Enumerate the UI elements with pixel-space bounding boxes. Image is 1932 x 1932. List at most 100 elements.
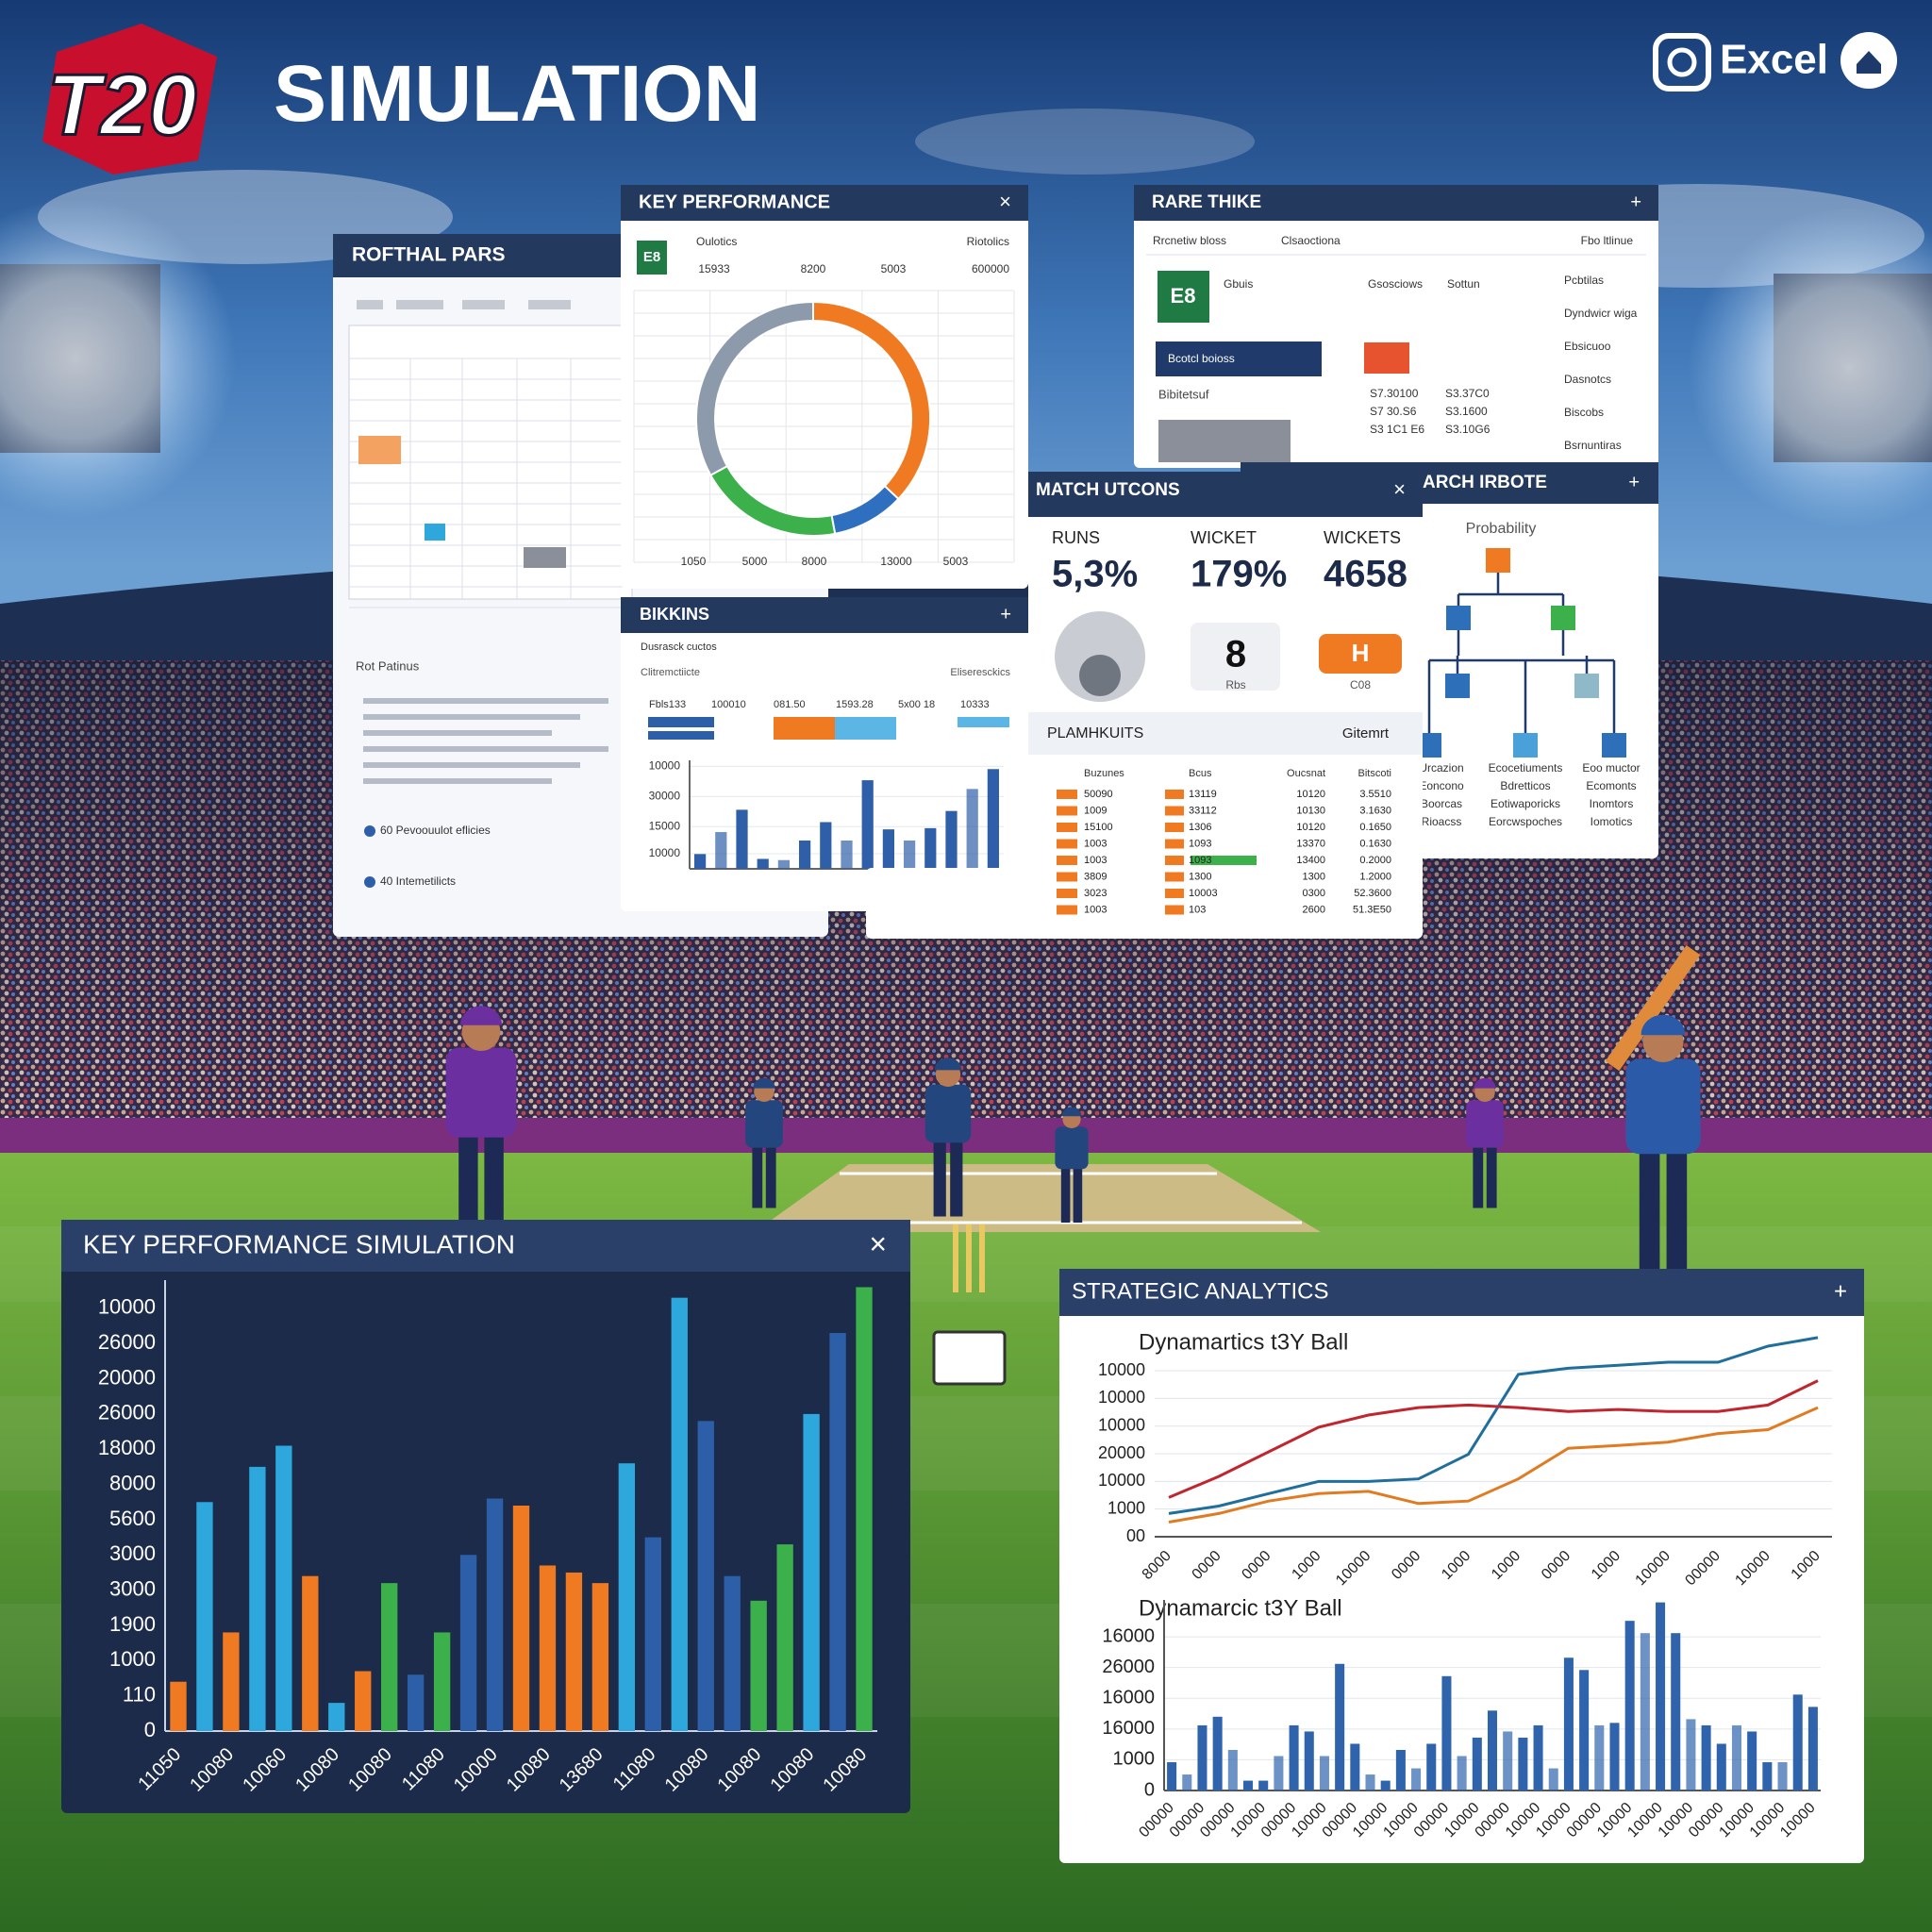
cell: 1003 (1084, 855, 1107, 866)
stat-value: 4658 (1324, 554, 1407, 595)
y-tick-label: 10000 (649, 759, 681, 773)
add-button[interactable]: + (1000, 604, 1011, 625)
bar (724, 1575, 741, 1731)
cell: 33112 (1189, 805, 1217, 816)
text-line (363, 714, 580, 720)
player-leg (1060, 1166, 1071, 1223)
bar (841, 840, 853, 869)
cell: S3.1600 (1445, 405, 1488, 418)
bar (1656, 1602, 1666, 1790)
button-label[interactable]: Bcotcl boioss (1168, 352, 1235, 365)
label: Clitremctiicte (641, 667, 700, 678)
panel-strategic-analytics: STRATEGIC ANALYTICS + Dynamartics t3Y Ba… (1059, 1269, 1864, 1863)
cell: 0300 (1303, 888, 1325, 899)
bar (1243, 1780, 1254, 1790)
column-header: Oucsnat (1287, 768, 1325, 779)
bar (1747, 1731, 1757, 1790)
add-button[interactable]: + (1628, 472, 1640, 492)
cell: 1.2000 (1359, 871, 1391, 882)
logo: T20 (47, 57, 197, 153)
stat-label: WICKET (1191, 528, 1257, 547)
tab (528, 300, 571, 309)
y-tick-label: 26000 (98, 1330, 156, 1354)
panel-title: RARE THIKE (1152, 192, 1261, 212)
y-tick-label: 3000 (109, 1576, 156, 1600)
bar (1640, 1633, 1650, 1790)
decor (1427, 573, 1616, 733)
list-item: Ebsicuoo (1564, 340, 1611, 353)
bar (1258, 1780, 1269, 1790)
decor (1364, 342, 1409, 374)
cell-highlight (358, 436, 401, 464)
column-header: 081.50 (774, 699, 806, 710)
cell: 13400 (1296, 855, 1325, 866)
close-button[interactable]: × (999, 190, 1011, 213)
text-line (363, 730, 552, 736)
column-header: Oulotics (696, 235, 737, 248)
y-tick-label: 18000 (98, 1436, 156, 1459)
tab (396, 300, 443, 309)
column-header: Bcus (1189, 768, 1212, 779)
close-button[interactable]: × (1393, 477, 1406, 501)
bar (1518, 1737, 1528, 1790)
row-marker (1165, 856, 1184, 865)
row-marker (1165, 823, 1184, 832)
cell: 52.3600 (1354, 888, 1391, 899)
row-marker (1057, 839, 1077, 849)
y-tick-label: 00 (1126, 1526, 1145, 1545)
bar (882, 829, 895, 869)
close-button[interactable]: × (869, 1226, 887, 1260)
bar (798, 840, 811, 869)
bar (302, 1575, 319, 1731)
y-tick-label: 5600 (109, 1507, 156, 1530)
bar (1671, 1633, 1681, 1790)
caption: C08 (1350, 678, 1371, 691)
player-leg (1073, 1166, 1083, 1223)
tree-label: Boorcas (1421, 797, 1462, 810)
add-button[interactable]: + (1630, 192, 1641, 212)
player-leg (752, 1144, 763, 1208)
bar (1533, 1724, 1543, 1790)
cell: S3 1C1 E6 (1370, 423, 1424, 436)
social-icon-lens (1667, 47, 1697, 77)
decor (1446, 606, 1471, 630)
decor (1486, 548, 1510, 573)
bar (856, 1287, 873, 1731)
bar (1762, 1762, 1773, 1790)
social-icon[interactable] (1653, 33, 1711, 92)
caption: Probability (1466, 521, 1537, 537)
y-tick-label: 10000 (1098, 1415, 1145, 1434)
cell: 0.1650 (1359, 822, 1391, 833)
bar (539, 1565, 557, 1731)
cell: 15933 (698, 262, 730, 275)
bar (736, 809, 748, 869)
x-tick-label: 1050 (681, 555, 707, 568)
text-line (363, 698, 608, 704)
chart-title: Dynamarcic t3Y Ball (1139, 1595, 1342, 1621)
decor (1445, 674, 1470, 698)
add-button[interactable]: + (1834, 1278, 1847, 1304)
cell: 10120 (1296, 822, 1325, 833)
bar (1380, 1780, 1391, 1790)
bar (987, 769, 1000, 869)
column-header: Rrcnetiw bloss (1153, 234, 1226, 247)
stat-value: 179% (1191, 554, 1287, 595)
bar (1731, 1724, 1741, 1790)
bar (644, 1537, 661, 1731)
cell: 1009 (1084, 805, 1107, 816)
column-header: 5x00 18 (898, 699, 935, 710)
bar (777, 859, 791, 869)
column-header: Buzunes (1084, 768, 1124, 779)
cell: 0.2000 (1359, 855, 1391, 866)
stat-label: RUNS (1052, 528, 1100, 547)
column-header: Riotolics (967, 235, 1009, 248)
section-title: Rot Patinus (356, 658, 420, 673)
badge: 8 (1225, 634, 1246, 675)
bar (1563, 1657, 1574, 1790)
player-body (1625, 1058, 1701, 1155)
cell: S3.10G6 (1445, 423, 1491, 436)
text-line (363, 762, 580, 768)
cell: 3.5510 (1359, 789, 1391, 800)
panel-title: ARCH IRBOTE (1423, 473, 1547, 492)
